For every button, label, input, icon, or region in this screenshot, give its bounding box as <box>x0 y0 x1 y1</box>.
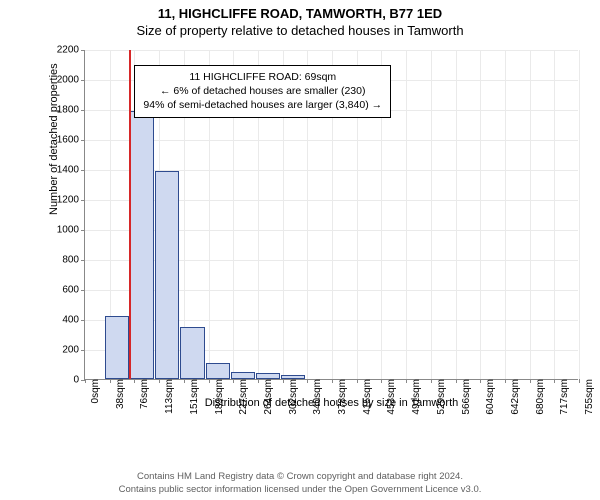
footer-line-1: Contains HM Land Registry data © Crown c… <box>0 471 600 483</box>
xtick-label: 151sqm <box>187 379 200 415</box>
xtick-mark <box>134 379 135 383</box>
xtick-label: 113sqm <box>162 379 175 414</box>
ytick-label: 400 <box>62 315 85 326</box>
histogram-bar <box>256 373 280 379</box>
xtick-mark <box>357 379 358 383</box>
info-box-line: 94% of semi-detached houses are larger (… <box>143 98 382 112</box>
reference-line <box>129 50 131 379</box>
gridline-v <box>530 50 531 379</box>
plot-area: Distribution of detached houses by size … <box>84 50 578 380</box>
xtick-mark <box>480 379 481 383</box>
xtick-mark <box>554 379 555 383</box>
xtick-mark <box>209 379 210 383</box>
xtick-label: 0sqm <box>88 379 101 403</box>
xtick-mark <box>332 379 333 383</box>
xtick-label: 717sqm <box>557 379 570 415</box>
xtick-mark <box>258 379 259 383</box>
gridline-v <box>406 50 407 379</box>
histogram-bar <box>105 316 129 379</box>
xtick-mark <box>381 379 382 383</box>
xtick-label: 604sqm <box>483 379 496 415</box>
histogram-bar <box>281 375 305 379</box>
histogram-bar <box>180 327 204 380</box>
info-box-line: ← 6% of detached houses are smaller (230… <box>143 84 382 98</box>
gridline-v <box>456 50 457 379</box>
xtick-label: 529sqm <box>434 379 447 415</box>
xtick-label: 680sqm <box>533 379 546 415</box>
xtick-label: 566sqm <box>459 379 472 415</box>
ytick-label: 1400 <box>57 165 85 176</box>
gridline-v <box>505 50 506 379</box>
xtick-mark <box>233 379 234 383</box>
histogram-bar <box>130 111 154 380</box>
xtick-label: 38sqm <box>113 379 126 409</box>
footer-attribution: Contains HM Land Registry data © Crown c… <box>0 471 600 496</box>
ytick-label: 0 <box>73 375 85 386</box>
xtick-label: 642sqm <box>508 379 521 415</box>
ytick-label: 1800 <box>57 105 85 116</box>
ytick-label: 600 <box>62 285 85 296</box>
histogram-bar <box>206 363 230 379</box>
histogram-bar <box>155 171 179 380</box>
x-axis-label: Distribution of detached houses by size … <box>85 397 578 409</box>
xtick-mark <box>505 379 506 383</box>
xtick-mark <box>307 379 308 383</box>
xtick-mark <box>159 379 160 383</box>
gridline-v <box>431 50 432 379</box>
chart-container: Number of detached properties Distributi… <box>54 50 578 410</box>
xtick-label: 302sqm <box>286 379 299 415</box>
xtick-mark <box>530 379 531 383</box>
ytick-label: 1000 <box>57 225 85 236</box>
ytick-label: 2000 <box>57 75 85 86</box>
xtick-label: 340sqm <box>310 379 323 415</box>
page-title-2: Size of property relative to detached ho… <box>0 21 600 38</box>
xtick-label: 76sqm <box>137 379 150 409</box>
ytick-label: 800 <box>62 255 85 266</box>
xtick-label: 453sqm <box>384 379 397 415</box>
footer-line-2: Contains public sector information licen… <box>0 484 600 496</box>
xtick-mark <box>85 379 86 383</box>
histogram-bar <box>231 372 255 379</box>
xtick-label: 264sqm <box>261 379 274 415</box>
xtick-mark <box>283 379 284 383</box>
xtick-mark <box>110 379 111 383</box>
xtick-mark <box>406 379 407 383</box>
xtick-label: 415sqm <box>360 379 373 415</box>
xtick-mark <box>579 379 580 383</box>
ytick-label: 2200 <box>57 45 85 56</box>
info-box: 11 HIGHCLIFFE ROAD: 69sqm← 6% of detache… <box>134 65 391 118</box>
ytick-label: 1200 <box>57 195 85 206</box>
info-box-line: 11 HIGHCLIFFE ROAD: 69sqm <box>143 70 382 84</box>
xtick-mark <box>184 379 185 383</box>
xtick-mark <box>456 379 457 383</box>
xtick-label: 378sqm <box>335 379 348 415</box>
gridline-v <box>480 50 481 379</box>
gridline-v <box>554 50 555 379</box>
page-title-1: 11, HIGHCLIFFE ROAD, TAMWORTH, B77 1ED <box>0 0 600 21</box>
xtick-label: 491sqm <box>409 379 422 415</box>
xtick-mark <box>431 379 432 383</box>
xtick-label: 755sqm <box>582 379 595 415</box>
ytick-label: 1600 <box>57 135 85 146</box>
xtick-label: 227sqm <box>236 379 249 415</box>
gridline-v <box>579 50 580 379</box>
ytick-label: 200 <box>62 345 85 356</box>
xtick-label: 189sqm <box>212 379 225 415</box>
